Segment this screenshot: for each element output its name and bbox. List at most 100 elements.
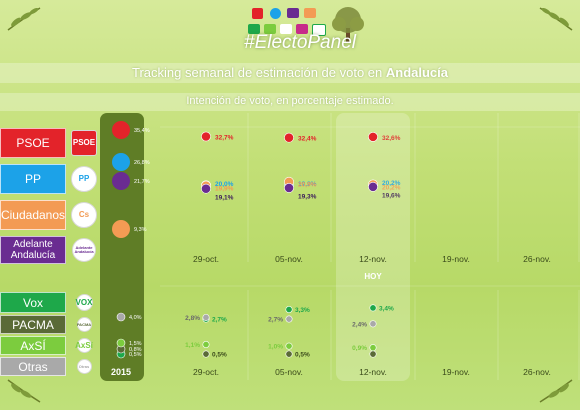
data-label: 32,7% (215, 135, 234, 142)
pacma-logo-icon: PACMA (76, 317, 92, 332)
category-label: 19-nov. (442, 367, 470, 377)
others-logo-icon: Otras (76, 359, 92, 374)
category-label: 26-nov. (523, 254, 551, 264)
data-label: 9,3% (134, 227, 147, 233)
data-label: 35,4% (134, 128, 150, 134)
data-label: 19,3% (298, 194, 317, 201)
adelante-logo-icon: Adelante Andalucía (72, 238, 96, 262)
data-point (112, 172, 130, 190)
olive-branch-icon (7, 7, 41, 31)
data-point (285, 342, 293, 350)
party-logo-text: AxSí (75, 340, 93, 350)
data-label: 2,7% (268, 317, 283, 324)
data-point (368, 131, 378, 142)
vox-logo-icon: VOX (75, 294, 93, 311)
adelante-mini-logo (280, 24, 292, 34)
party-label-psoe: PSOE (0, 128, 66, 158)
data-point (201, 131, 211, 142)
party-label-axsi: AxSÍ (0, 336, 66, 355)
data-label: 1,5% (129, 341, 142, 347)
category-label: 26-nov. (523, 367, 551, 377)
party-logo-text: PP (78, 174, 90, 183)
category-label: 12-nov. (359, 367, 387, 377)
data-label: 20,0% (215, 181, 234, 188)
pp-mini-logo (270, 8, 281, 19)
olive-tree-icon (332, 7, 364, 42)
data-label: 20,2% (382, 184, 401, 191)
data-label: 3,3% (295, 307, 310, 314)
data-label: 3,4% (379, 305, 394, 312)
subtitle-band (0, 93, 580, 111)
data-label: 0,5% (295, 352, 310, 359)
category-label-2015: 2015 (111, 367, 131, 377)
data-point (369, 344, 377, 352)
party-label-adelante: Adelante Andalucía (0, 236, 66, 264)
data-point (369, 350, 377, 358)
party-logo-text: VOX (75, 297, 93, 307)
data-point (112, 121, 130, 139)
hashtag-title: #ElectoPanel (244, 32, 356, 53)
data-label: 2,7% (212, 317, 227, 324)
data-point (284, 183, 294, 193)
data-point (116, 338, 126, 348)
data-point (284, 132, 294, 143)
pp-logo-icon: PP (71, 166, 97, 192)
data-label: 2,8% (185, 315, 200, 322)
category-label: 29-oct. (193, 254, 219, 264)
data-label: 1,1% (185, 342, 200, 349)
podemos-mini-logo (287, 8, 299, 18)
party-label-vox: Vox (0, 292, 66, 313)
current-week-highlight (336, 113, 410, 381)
party-logo-text: Cs (78, 210, 90, 219)
axsi-mini-logo (264, 24, 276, 34)
party-logo-text: Adelante Andalucía (74, 245, 94, 254)
data-label: 2,4% (352, 321, 367, 328)
olive-branch-icon (7, 379, 41, 403)
category-label: 05-nov. (275, 254, 303, 264)
data-label: 26,8% (134, 160, 150, 166)
category-label: 05-nov. (275, 367, 303, 377)
data-point (201, 183, 211, 194)
current-week-label: HOY (364, 272, 382, 281)
data-point (202, 313, 210, 321)
data-point (116, 312, 126, 322)
data-label: 0,8% (129, 347, 142, 353)
data-label: 0,9% (352, 345, 367, 352)
data-point (202, 340, 210, 348)
party-label-ciudadanos: Ciudadanos (0, 200, 66, 230)
data-label: 20,9% (298, 182, 317, 189)
data-point (285, 315, 293, 323)
data-point (285, 305, 293, 313)
party-label-otras: Otras (0, 357, 66, 376)
chart-title-prefix: Tracking semanal de estimación de voto e… (132, 65, 386, 80)
chart-title: Tracking semanal de estimación de voto e… (0, 65, 580, 80)
data-label: 19,6% (382, 193, 401, 200)
vox-mini-logo (312, 24, 326, 36)
data-label: 1,0% (268, 344, 283, 351)
cs-logo-icon: Cs (71, 202, 97, 228)
data-label: 32,4% (298, 136, 317, 143)
data-label: 19,9% (298, 181, 317, 188)
baseline-2015-column (100, 113, 144, 381)
party-label-pp: PP (0, 164, 66, 194)
category-label: 19-nov. (442, 254, 470, 264)
title-band (0, 63, 580, 83)
data-label: 20,2% (382, 180, 401, 187)
data-label: 19,9% (215, 185, 234, 192)
data-label: 19,1% (215, 194, 234, 201)
data-point (112, 153, 130, 171)
category-label: 29-oct. (193, 367, 219, 377)
chart-title-region: Andalucía (385, 65, 448, 80)
data-point (202, 350, 210, 358)
party-logo-text: Otras (78, 363, 90, 369)
party-logo-text: PACMA (76, 321, 92, 327)
data-label: 32,6% (382, 135, 401, 142)
data-point (368, 181, 378, 192)
party-logos-strip (240, 5, 340, 43)
data-label: 4,0% (129, 315, 142, 321)
cs-mini-logo (304, 8, 316, 18)
axsi-logo-icon: AxSí (75, 338, 93, 353)
data-label: 21,7% (134, 179, 150, 185)
